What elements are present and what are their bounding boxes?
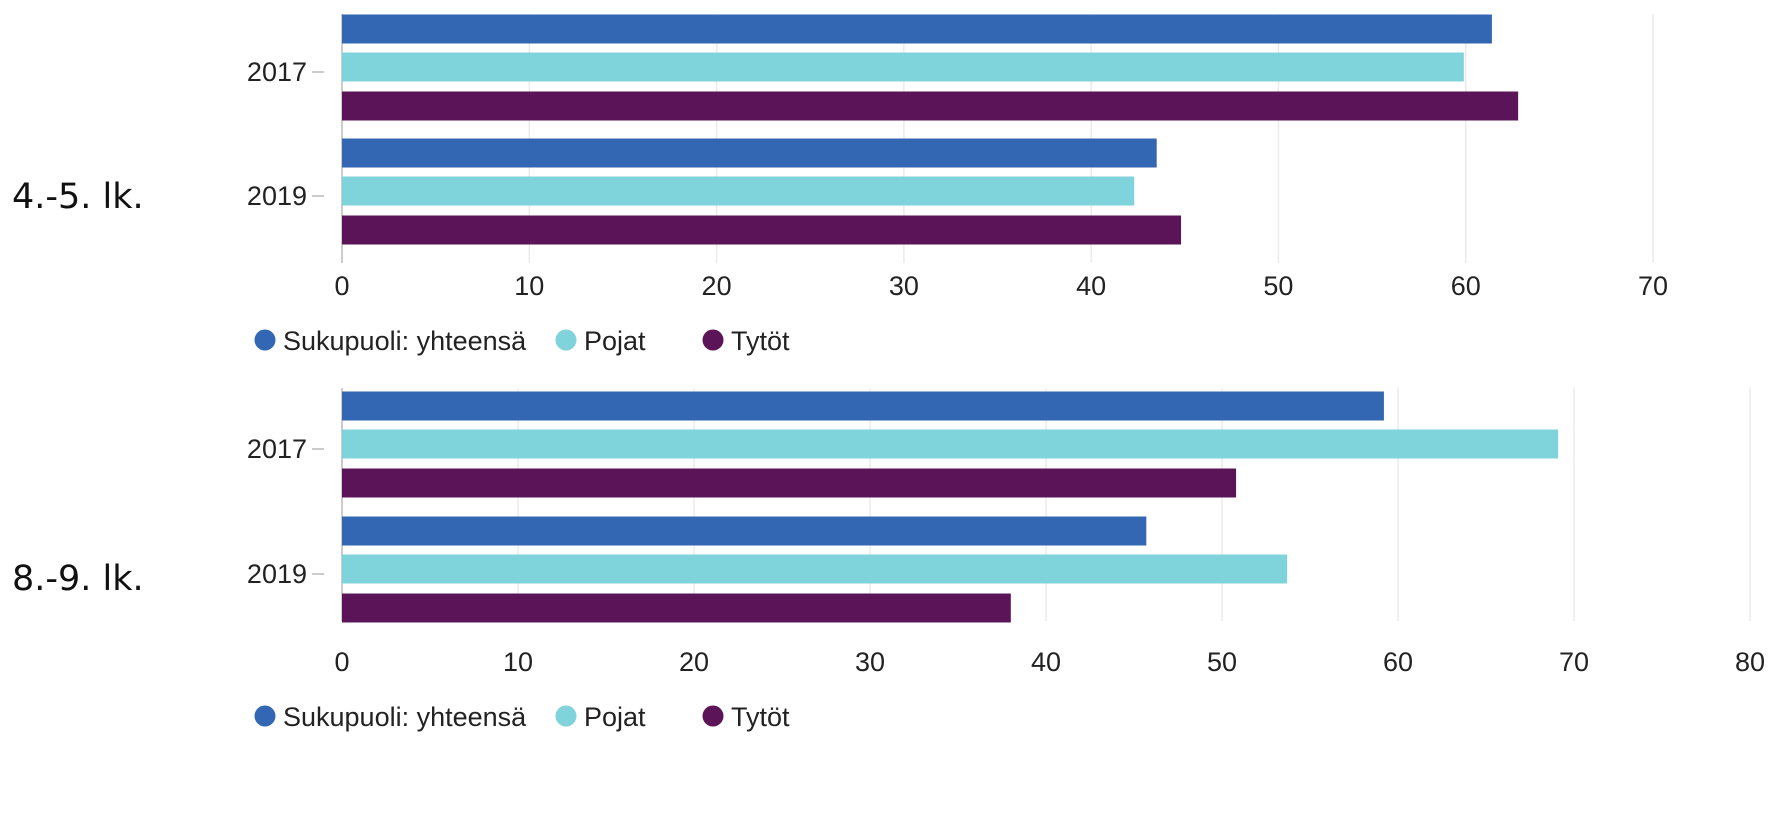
x-tick-label: 0: [334, 647, 349, 677]
x-tick-label: 40: [1076, 271, 1106, 301]
bar-2019-series-0[interactable]: [342, 516, 1147, 546]
bar-2017-series-1[interactable]: [342, 52, 1464, 82]
y-category-label: 2017: [247, 57, 307, 87]
legend-marker[interactable]: [555, 705, 577, 727]
legend-entry[interactable]: Sukupuoli: yhteensä: [283, 702, 527, 732]
x-tick-label: 0: [334, 271, 349, 301]
bar-2019-series-2[interactable]: [342, 593, 1011, 623]
bar-2017-series-2[interactable]: [342, 468, 1237, 498]
legend-marker[interactable]: [555, 329, 577, 351]
x-tick-label: 50: [1263, 271, 1293, 301]
y-category-label: 2019: [247, 559, 307, 589]
x-tick-label: 20: [702, 271, 732, 301]
bar-2019-series-1[interactable]: [342, 554, 1288, 584]
bar-2017-series-0[interactable]: [342, 14, 1492, 44]
legend-entry[interactable]: Pojat: [584, 702, 646, 732]
chart-panel-grade-8-9: 0 10 20 30 40 50 60 70 80 2017 2019 8.-9. lk. Sukupu…: [12, 388, 1765, 732]
legend-entry[interactable]: Tytöt: [731, 326, 790, 356]
bar-2019-series-0[interactable]: [342, 138, 1157, 168]
legend-marker[interactable]: [702, 705, 724, 727]
group-label: 4.-5. lk.: [12, 177, 144, 217]
legend-marker[interactable]: [254, 329, 276, 351]
legend-entry[interactable]: Pojat: [584, 326, 646, 356]
bar-2017-series-0[interactable]: [342, 391, 1384, 421]
legend-entry[interactable]: Sukupuoli: yhteensä: [283, 326, 527, 356]
bar-2019-series-2[interactable]: [342, 215, 1182, 245]
x-tick-label: 30: [855, 647, 885, 677]
x-tick-label: 30: [889, 271, 919, 301]
x-tick-label: 60: [1451, 271, 1481, 301]
x-tick-label: 70: [1638, 271, 1668, 301]
y-category-label: 2017: [247, 434, 307, 464]
x-tick-label: 70: [1559, 647, 1589, 677]
x-tick-label: 20: [679, 647, 709, 677]
bar-2019-series-1[interactable]: [342, 176, 1135, 206]
legend-marker[interactable]: [702, 329, 724, 351]
x-tick-label: 80: [1735, 647, 1765, 677]
bar-2017-series-1[interactable]: [342, 429, 1559, 459]
group-label: 8.-9. lk.: [12, 559, 144, 599]
x-tick-label: 10: [503, 647, 533, 677]
x-tick-label: 40: [1031, 647, 1061, 677]
legend-marker[interactable]: [254, 705, 276, 727]
y-category-label: 2019: [247, 181, 307, 211]
legend-entry[interactable]: Tytöt: [731, 702, 790, 732]
x-tick-label: 50: [1207, 647, 1237, 677]
x-tick-label: 60: [1383, 647, 1413, 677]
x-tick-label: 10: [514, 271, 544, 301]
bar-2017-series-2[interactable]: [342, 91, 1519, 121]
chart-panel-grade-4-5: 0 10 20 30 40 50 60 70 2017 2019 4.-5. lk. Sukupuol…: [12, 14, 1668, 356]
